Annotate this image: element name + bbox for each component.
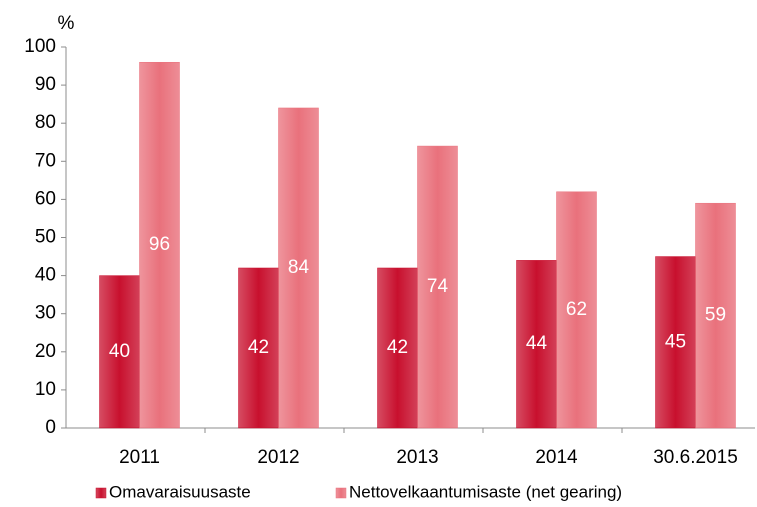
bar: [516, 260, 557, 429]
data-label: 59: [705, 305, 726, 326]
data-label: 45: [665, 331, 686, 352]
y-tick-label: 30: [35, 303, 56, 324]
data-label: 44: [526, 333, 548, 354]
data-label: 62: [566, 299, 587, 320]
y-tick-label: 60: [35, 188, 56, 209]
x-tick-label: 30.6.2015: [653, 447, 738, 468]
y-tick-label: 40: [35, 265, 56, 286]
bar: [278, 107, 319, 429]
bar: [655, 256, 696, 429]
data-label: 40: [109, 341, 130, 362]
x-tick-label: 2011: [119, 447, 160, 468]
legend-label: Nettovelkaantumisaste (net gearing): [349, 482, 622, 501]
y-tick-label: 20: [35, 341, 56, 362]
bar: [695, 202, 736, 429]
bar: [238, 267, 279, 429]
y-tick-label: 0: [45, 417, 56, 438]
y-axis-label: %: [58, 13, 75, 34]
bar: [377, 267, 418, 429]
x-tick-label: 2012: [257, 447, 299, 468]
x-tick-label: 2014: [535, 447, 578, 468]
data-label: 42: [387, 337, 408, 358]
x-tick-label: 2013: [396, 447, 438, 468]
y-tick-label: 90: [35, 74, 56, 95]
data-label: 84: [288, 257, 310, 278]
y-tick-label: 50: [35, 227, 56, 248]
y-tick-label: 10: [35, 379, 56, 400]
y-tick-label: 80: [35, 112, 56, 133]
bar: [556, 191, 597, 429]
data-label: 74: [427, 276, 449, 297]
legend-swatch: [335, 487, 347, 499]
bar: [139, 61, 180, 429]
data-label: 96: [149, 234, 170, 255]
bar: [417, 145, 458, 429]
data-label: 42: [248, 337, 269, 358]
y-tick-label: 70: [35, 150, 56, 171]
y-tick-label: 100: [24, 36, 56, 57]
legend-label: Omavaraisuusaste: [109, 482, 251, 501]
legend-swatch: [95, 487, 107, 499]
